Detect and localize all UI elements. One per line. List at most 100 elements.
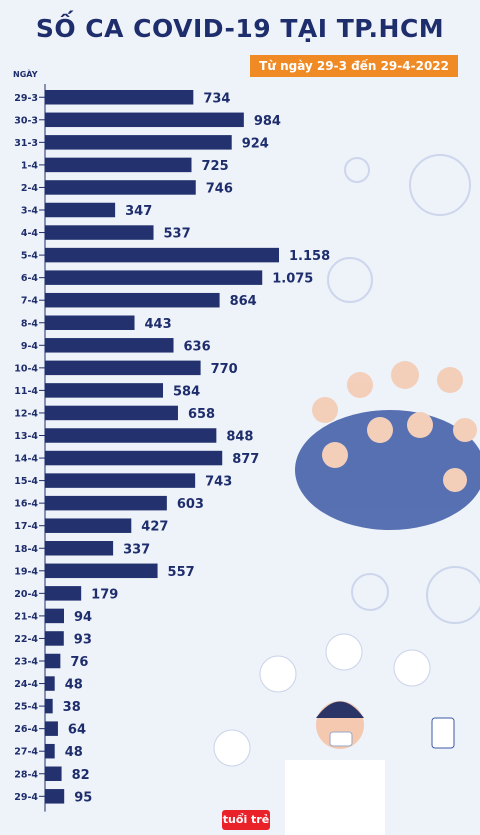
category-label: 2-4 xyxy=(21,183,39,194)
category-label: 22-4 xyxy=(14,634,38,645)
data-label: 443 xyxy=(145,317,172,332)
crowd-illustration xyxy=(295,361,480,530)
category-label: 9-4 xyxy=(21,341,39,352)
bar xyxy=(45,586,82,601)
data-label: 48 xyxy=(65,678,83,693)
category-label: 16-4 xyxy=(14,499,38,510)
bar xyxy=(45,90,194,105)
data-label: 658 xyxy=(188,407,215,422)
category-label: 19-4 xyxy=(14,566,38,577)
data-label: 64 xyxy=(68,723,86,738)
data-label: 746 xyxy=(206,181,233,196)
bar xyxy=(45,495,167,511)
category-label: 25-4 xyxy=(14,702,38,713)
bar xyxy=(45,518,132,533)
category-label: 6-4 xyxy=(21,273,39,284)
bar xyxy=(45,135,232,150)
bar xyxy=(45,653,61,669)
doctor-illustration xyxy=(213,633,455,835)
category-label: 29-4 xyxy=(14,792,38,803)
bar xyxy=(45,405,178,421)
page-title: SỐ CA COVID-19 TẠI TP.HCM xyxy=(35,14,445,43)
category-label: 14-4 xyxy=(14,454,38,465)
data-label: 427 xyxy=(141,520,168,535)
tuoi-tre-logo: tuổi trẻ xyxy=(222,810,270,830)
bar xyxy=(45,450,223,466)
data-label: 1.158 xyxy=(289,249,330,264)
data-label: 743 xyxy=(205,475,232,490)
bar xyxy=(45,157,192,173)
bar xyxy=(45,428,217,443)
data-label: 38 xyxy=(63,700,81,715)
virus-icon xyxy=(409,154,471,216)
bar xyxy=(45,473,196,488)
data-label: 82 xyxy=(72,768,90,783)
category-label: 15-4 xyxy=(14,476,38,487)
bar xyxy=(45,383,164,398)
data-label: 848 xyxy=(226,430,253,445)
data-label: 877 xyxy=(232,452,259,467)
data-label: 557 xyxy=(168,565,195,580)
category-label: 28-4 xyxy=(14,769,38,780)
data-label: 93 xyxy=(74,632,92,647)
data-label: 94 xyxy=(74,610,92,625)
category-label: 1-4 xyxy=(21,160,39,171)
category-label: 20-4 xyxy=(14,589,38,600)
data-label: 584 xyxy=(173,384,200,399)
data-label: 770 xyxy=(211,362,238,377)
data-label: 924 xyxy=(242,136,269,151)
bar xyxy=(45,563,158,579)
bar xyxy=(45,112,244,128)
bar xyxy=(45,270,263,285)
category-label: 7-4 xyxy=(21,296,39,307)
data-label: 984 xyxy=(254,114,281,129)
category-label: 24-4 xyxy=(14,679,38,690)
data-label: 603 xyxy=(177,497,204,512)
data-label: 179 xyxy=(91,587,118,602)
data-label: 337 xyxy=(123,542,150,557)
category-label: 26-4 xyxy=(14,724,38,735)
category-label: 4-4 xyxy=(21,228,39,239)
virus-icon xyxy=(351,573,389,611)
virus-icon xyxy=(426,566,480,624)
data-label: 734 xyxy=(203,91,230,106)
category-label: 29-3 xyxy=(14,93,38,104)
category-label: 5-4 xyxy=(21,251,39,262)
virus-icon xyxy=(344,157,370,183)
category-label: 12-4 xyxy=(14,408,38,419)
category-label: 11-4 xyxy=(14,386,38,397)
bar xyxy=(45,225,154,240)
category-label: 8-4 xyxy=(21,318,39,329)
bar xyxy=(45,631,64,646)
data-label: 636 xyxy=(184,339,211,354)
bar xyxy=(45,743,55,759)
bar xyxy=(45,202,116,218)
data-label: 95 xyxy=(74,790,92,805)
bar xyxy=(45,721,58,736)
category-label: 27-4 xyxy=(14,747,38,758)
category-label: 13-4 xyxy=(14,431,38,442)
category-label: 31-3 xyxy=(14,138,38,149)
bar xyxy=(45,541,114,556)
data-label: 725 xyxy=(202,159,229,174)
data-label: 1.075 xyxy=(272,272,313,287)
bar xyxy=(45,608,64,624)
category-label: 18-4 xyxy=(14,544,38,555)
category-label: 17-4 xyxy=(14,521,38,532)
data-label: 864 xyxy=(230,294,257,309)
category-label: 21-4 xyxy=(14,611,38,622)
category-label: 3-4 xyxy=(21,206,39,217)
bar xyxy=(45,247,279,263)
bar xyxy=(45,180,196,195)
date-range-badge: Từ ngày 29-3 đến 29-4-2022 xyxy=(250,55,458,77)
data-label: 537 xyxy=(164,227,191,242)
bar xyxy=(45,698,53,714)
bar xyxy=(45,360,201,376)
data-label: 48 xyxy=(65,745,83,760)
category-label: 30-3 xyxy=(14,115,38,126)
bar xyxy=(45,338,174,353)
category-label: 23-4 xyxy=(14,657,38,668)
data-label: 76 xyxy=(70,655,88,670)
